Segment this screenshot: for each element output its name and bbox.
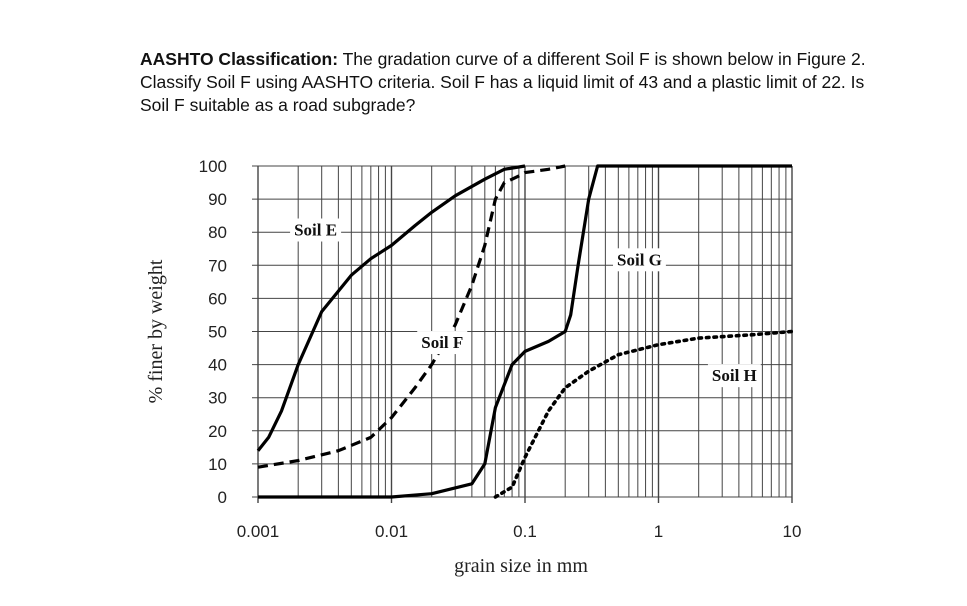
question-body: The gradation curve of a different Soil … bbox=[140, 49, 866, 115]
question-text: AASHTO Classification: The gradation cur… bbox=[140, 48, 880, 117]
series-line-soil-g bbox=[258, 164, 792, 499]
y-tick-label: 30 bbox=[208, 389, 227, 408]
x-tick-label: 0.001 bbox=[237, 522, 280, 541]
y-tick-label: 100 bbox=[199, 157, 227, 176]
chart-grid bbox=[252, 165, 793, 503]
annotation-background bbox=[417, 331, 468, 355]
series-line-soil-f bbox=[257, 164, 566, 469]
y-tick-label: 50 bbox=[208, 323, 227, 342]
annotation-background bbox=[707, 364, 761, 388]
y-tick-label: 20 bbox=[208, 422, 227, 441]
series-line-soil-e bbox=[256, 164, 526, 452]
annotation-soil-h: Soil H bbox=[712, 366, 757, 385]
series-line-soil-h bbox=[493, 329, 794, 499]
y-tick-label: 70 bbox=[208, 256, 227, 275]
y-tick-label: 80 bbox=[208, 223, 227, 242]
annotation-background bbox=[290, 218, 342, 242]
annotation-background bbox=[613, 248, 666, 272]
x-tick-label: 0.01 bbox=[375, 522, 408, 541]
chart-curves bbox=[256, 164, 794, 499]
y-tick-label: 0 bbox=[218, 488, 227, 507]
x-axis-label: grain size in mm bbox=[454, 555, 588, 577]
chart-ticks: 0 10 20 30 40 50 60 70 80 90 100 0.001 0.01 0.1 1 10 bbox=[199, 157, 802, 541]
annotation-soil-e: Soil E bbox=[294, 221, 337, 240]
y-tick-label: 60 bbox=[208, 289, 227, 308]
y-tick-label: 40 bbox=[208, 356, 227, 375]
annotation-soil-f: Soil F bbox=[421, 333, 463, 352]
y-axis-label: % finer by weight bbox=[145, 259, 167, 403]
x-tick-label: 0.1 bbox=[513, 522, 537, 541]
question-title: AASHTO Classification: bbox=[140, 49, 339, 69]
annotation-soil-g: Soil G bbox=[617, 250, 662, 269]
x-tick-label: 10 bbox=[783, 522, 802, 541]
y-tick-label: 10 bbox=[208, 455, 227, 474]
x-tick-label: 1 bbox=[654, 522, 663, 541]
y-tick-label: 90 bbox=[208, 190, 227, 209]
chart-labels: Soil E Soil F Soil G Soil H bbox=[290, 218, 761, 388]
